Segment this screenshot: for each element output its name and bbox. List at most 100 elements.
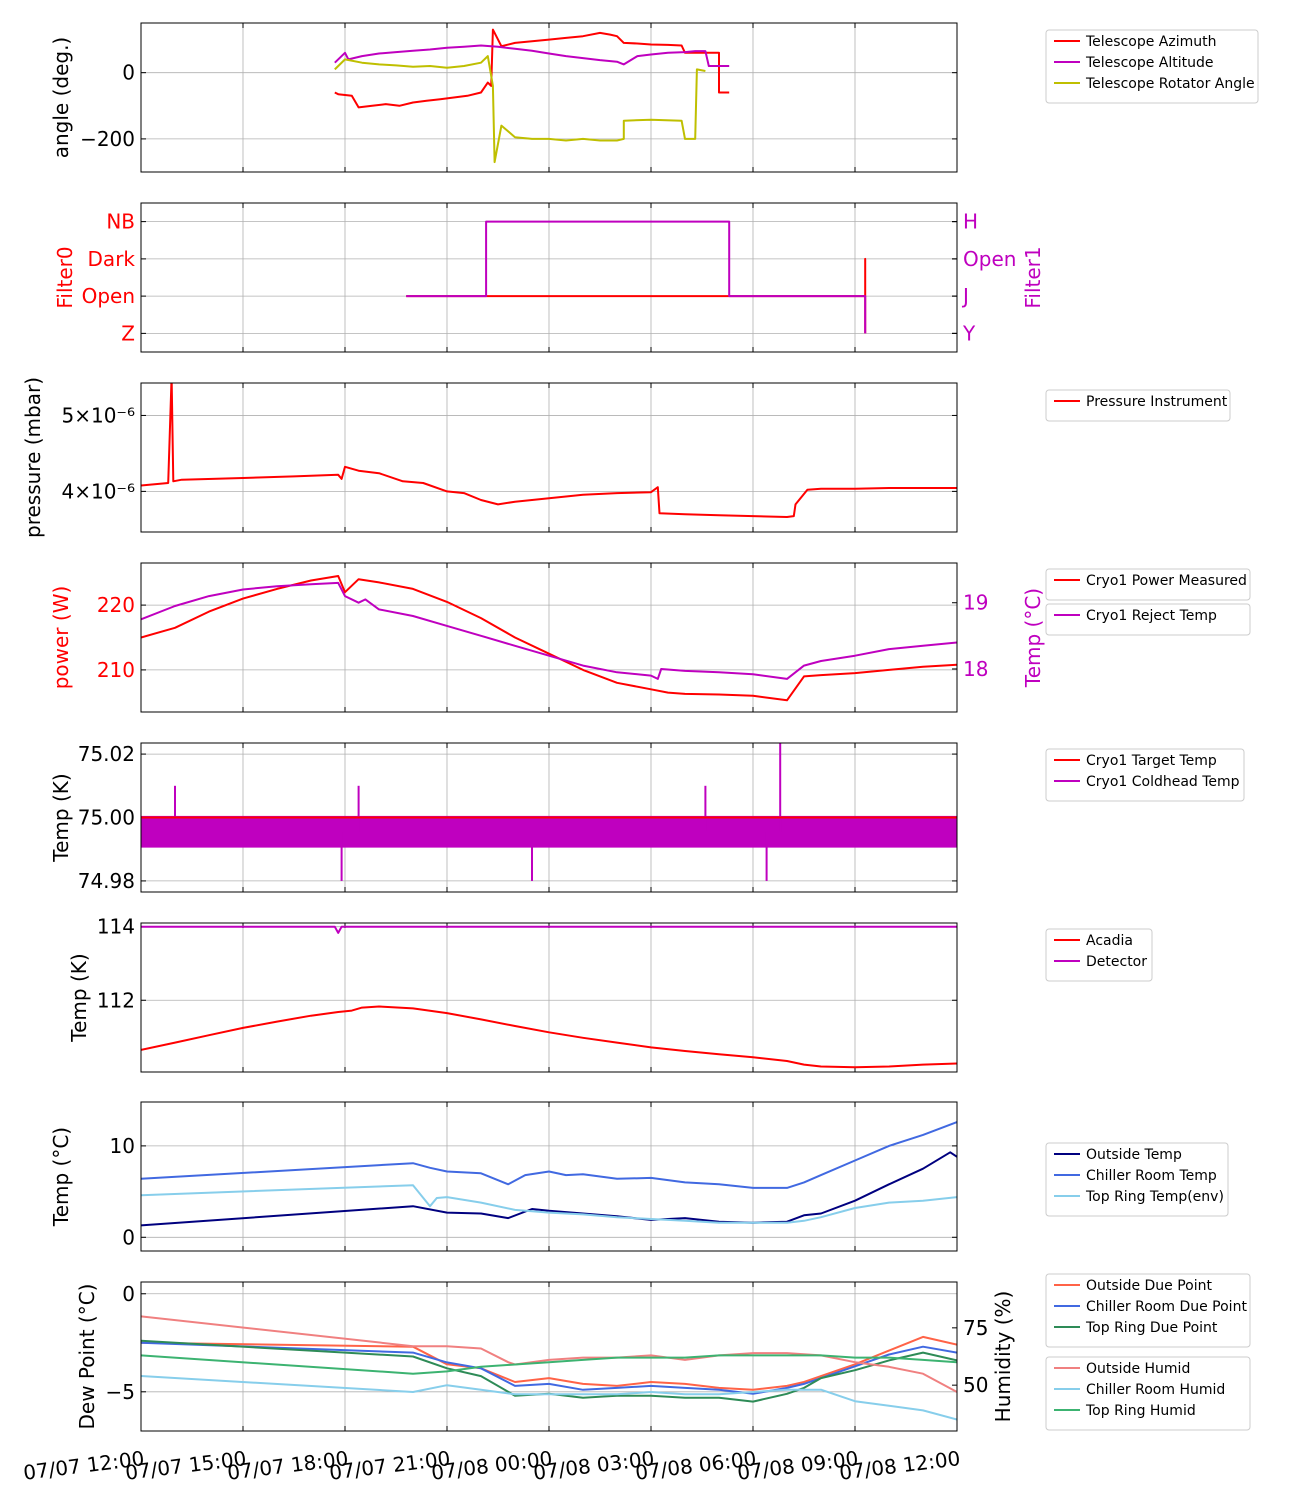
legend-frame bbox=[1045, 389, 1231, 422]
y-tick-label-right: Y bbox=[962, 321, 976, 345]
y-tick-label: 5×10⁻⁶ bbox=[61, 403, 135, 427]
legend-entry: Acadia bbox=[1086, 933, 1133, 949]
series-line bbox=[141, 383, 957, 518]
legend-frame bbox=[1045, 928, 1153, 982]
legend-frame bbox=[1045, 1142, 1229, 1217]
plot-area bbox=[141, 743, 957, 881]
legend-frame bbox=[1045, 748, 1245, 802]
legend-frame bbox=[1045, 1356, 1251, 1431]
legend-entry: Cryo1 Target Temp bbox=[1086, 753, 1217, 769]
panel-env_temp: 10 0 Temp (°C) Outside Temp Chiller Room Tem… bbox=[49, 1101, 1229, 1252]
plot-area bbox=[141, 1121, 957, 1227]
y-tick-label-right: 18 bbox=[963, 657, 988, 681]
y-tick-label-right: J bbox=[961, 284, 969, 308]
legend-entry: Top Ring Humid bbox=[1085, 1403, 1196, 1419]
plot-area bbox=[334, 28, 730, 164]
y-tick-label-right: H bbox=[963, 210, 978, 234]
plot-area bbox=[141, 1315, 957, 1421]
y-tick-label-right: 19 bbox=[963, 591, 988, 615]
y-tick-label: 210 bbox=[97, 658, 135, 682]
legend-entry: Cryo1 Power Measured bbox=[1086, 573, 1247, 589]
legend-entry: Pressure Instrument bbox=[1086, 394, 1228, 410]
series-line bbox=[141, 1121, 957, 1189]
plot-area bbox=[141, 925, 957, 1069]
legend: Outside Humid Chiller Room Humid Top Ring … bbox=[1045, 1356, 1251, 1431]
legend-entry: Chiller Room Temp bbox=[1086, 1168, 1217, 1184]
y-tick-label: Open bbox=[82, 284, 135, 308]
legend-entry: Cryo1 Coldhead Temp bbox=[1086, 774, 1240, 790]
series-line bbox=[141, 1315, 957, 1393]
panel-pressure: 5×10⁻⁶ 4×10⁻⁶ pressure (mbar) Pressure Inst… bbox=[21, 377, 1231, 538]
legend-entry: Cryo1 Reject Temp bbox=[1086, 608, 1217, 624]
legend-frame bbox=[1045, 568, 1251, 601]
y-tick-label-right: 75 bbox=[963, 1316, 988, 1340]
legend: Outside Temp Chiller Room Temp Top Ring Te… bbox=[1045, 1142, 1229, 1217]
y-axis-label: pressure (mbar) bbox=[21, 377, 45, 538]
legend-entry: Detector bbox=[1086, 954, 1147, 970]
coldhead-band bbox=[141, 815, 957, 848]
y-axis-label: Filter0 bbox=[53, 246, 77, 308]
legend: Cryo1 Power Measured bbox=[1045, 568, 1251, 601]
y-axis-label: angle (deg.) bbox=[49, 37, 73, 159]
y-tick-label-right: 50 bbox=[963, 1373, 988, 1397]
y-tick-label: −5 bbox=[106, 1380, 135, 1404]
y-tick-label: 10 bbox=[110, 1134, 135, 1158]
axes-frame bbox=[140, 22, 958, 173]
y-tick-label: 75.02 bbox=[78, 742, 135, 766]
y-tick-label: 0 bbox=[122, 1225, 135, 1249]
y-axis-label-right: Temp (°C) bbox=[1021, 588, 1045, 688]
y-axis-label-right: Filter1 bbox=[1021, 246, 1045, 308]
legend: Cryo1 Target Temp Cryo1 Coldhead Temp bbox=[1045, 748, 1245, 802]
legend: Pressure Instrument bbox=[1045, 389, 1231, 422]
panel-cryo_power: 220 210 19 18 power (W) Temp (°C) Cryo1 Power … bbox=[49, 562, 1251, 713]
legend-entry: Top Ring Due Point bbox=[1085, 1320, 1218, 1336]
axes-frame bbox=[140, 1281, 958, 1432]
series-line bbox=[406, 220, 867, 334]
plot-area bbox=[141, 575, 957, 702]
y-tick-label: 74.98 bbox=[78, 869, 135, 893]
series-line bbox=[141, 1151, 957, 1227]
y-axis-label: Temp (K) bbox=[49, 773, 73, 862]
axes-frame bbox=[140, 202, 958, 353]
series-line bbox=[141, 1184, 957, 1224]
legend-entry: Chiller Room Due Point bbox=[1086, 1299, 1247, 1315]
y-tick-label: 0 bbox=[122, 61, 135, 85]
y-axis-label: Temp (K) bbox=[67, 953, 91, 1042]
legend-frame bbox=[1045, 29, 1259, 104]
y-tick-label: −200 bbox=[80, 127, 135, 151]
legend: Cryo1 Reject Temp bbox=[1045, 603, 1251, 636]
series-line bbox=[334, 44, 730, 67]
series-line bbox=[334, 55, 706, 164]
series-line bbox=[141, 581, 957, 680]
y-tick-label: 4×10⁻⁶ bbox=[61, 479, 135, 503]
panel-dew_humid: 0 −5 75 50 Dew Point (°C) Humidity (%) Outside… bbox=[75, 1273, 1251, 1432]
y-tick-label: 75.00 bbox=[78, 806, 135, 830]
axes-frame bbox=[140, 1101, 958, 1252]
legend-entry: Top Ring Temp(env) bbox=[1085, 1189, 1224, 1205]
y-tick-label: NB bbox=[106, 210, 135, 234]
y-tick-label: Z bbox=[121, 321, 135, 345]
series-line bbox=[141, 1354, 957, 1375]
plot-area bbox=[406, 220, 867, 334]
legend-entry: Telescope Azimuth bbox=[1085, 34, 1216, 50]
legend-entry: Telescope Rotator Angle bbox=[1085, 76, 1255, 92]
y-tick-label: 0 bbox=[122, 1282, 135, 1306]
legend-entry: Outside Temp bbox=[1086, 1147, 1182, 1163]
y-tick-label: 220 bbox=[97, 593, 135, 617]
series-line bbox=[141, 1341, 957, 1395]
legend: Telescope Azimuth Telescope Altitude Teles… bbox=[1045, 29, 1259, 104]
legend-entry: Outside Due Point bbox=[1086, 1278, 1213, 1294]
legend-frame bbox=[1045, 1273, 1251, 1348]
y-tick-label: Dark bbox=[88, 247, 136, 271]
axes-frame bbox=[140, 742, 958, 893]
y-tick-label: 112 bbox=[97, 988, 135, 1012]
axes-frame bbox=[140, 562, 958, 713]
legend-frame bbox=[1045, 603, 1251, 636]
legend-entry: Telescope Altitude bbox=[1085, 55, 1214, 71]
y-axis-label: Temp (°C) bbox=[49, 1127, 73, 1227]
series-line bbox=[141, 925, 957, 934]
series-line bbox=[141, 1339, 957, 1403]
y-tick-label-right: Open bbox=[963, 247, 1016, 271]
